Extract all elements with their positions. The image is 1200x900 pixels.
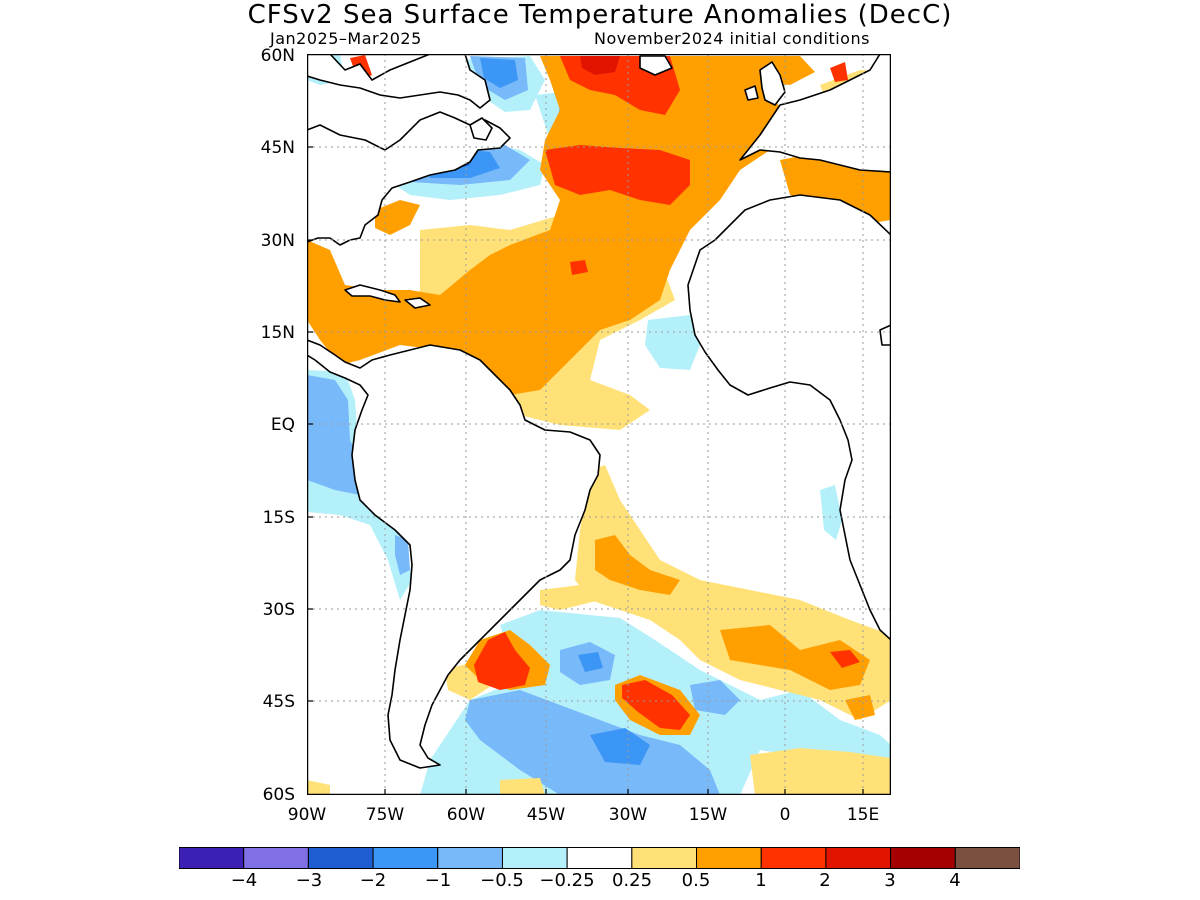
lat-label-60n: 60N [260, 46, 295, 66]
lon-label-30w: 30W [608, 805, 648, 825]
colorbar-label: 2 [819, 870, 831, 891]
lat-label-eq: EQ [270, 415, 295, 435]
colorbar-label: 3 [884, 870, 896, 891]
lon-label-0: 0 [779, 805, 791, 825]
lat-label-45n: 45N [260, 138, 295, 158]
map-title: CFSv2 Sea Surface Temperature Anomalies … [247, 0, 953, 30]
lon-label-45w: 45W [526, 805, 566, 825]
lon-label-90w: 90W [287, 805, 327, 825]
axis-ticks [307, 146, 864, 795]
lon-label-15e: 15E [846, 805, 880, 825]
lon-label-15w: 15W [688, 805, 728, 825]
colorbar-label: −3 [295, 870, 323, 891]
lat-label-30s: 30S [262, 600, 295, 620]
colorbar-swatch [825, 847, 892, 869]
colorbar-label: −2 [359, 870, 387, 891]
colorbar-swatch [760, 847, 827, 869]
colorbar-swatch [243, 847, 309, 869]
lat-label-15s: 15S [262, 508, 295, 528]
colorbar-label: 4 [949, 870, 961, 891]
lat-label-60s: 60S [262, 785, 295, 805]
colorbar-swatch [372, 847, 439, 869]
lat-label-30n: 30N [260, 231, 295, 251]
color-scale-bar [179, 847, 1020, 869]
lat-label-45s: 45S [262, 692, 295, 712]
colorbar-swatch [307, 847, 374, 869]
anomaly-dark-red-core [580, 56, 620, 75]
lon-label-75w: 75W [365, 805, 405, 825]
initial-conditions-label: November2024 initial conditions [594, 29, 870, 48]
colorbar-label: −0.25 [539, 870, 595, 891]
colorbar-label: −4 [230, 870, 258, 891]
colorbar-label: −1 [424, 870, 452, 891]
colorbar-label: 0.25 [611, 870, 653, 891]
colorbar-label: −0.5 [480, 870, 524, 891]
colorbar-swatch [954, 847, 1020, 869]
sst-anomaly-map [307, 54, 891, 795]
colorbar-swatch [696, 847, 762, 869]
colorbar-label: 0.5 [681, 870, 711, 891]
lon-label-60w: 60W [446, 805, 486, 825]
colorbar-swatch [890, 847, 956, 869]
forecast-period: Jan2025–Mar2025 [270, 29, 422, 48]
colorbar-swatch [501, 847, 568, 869]
graticule [307, 54, 891, 795]
land-masses [307, 54, 891, 769]
colorbar-swatch [631, 847, 698, 869]
colorbar-swatch [566, 847, 633, 869]
colorbar-label: 1 [755, 870, 767, 891]
colorbar-swatch [437, 847, 503, 869]
lat-label-15n: 15N [260, 323, 295, 343]
colorbar-swatch [179, 847, 245, 869]
